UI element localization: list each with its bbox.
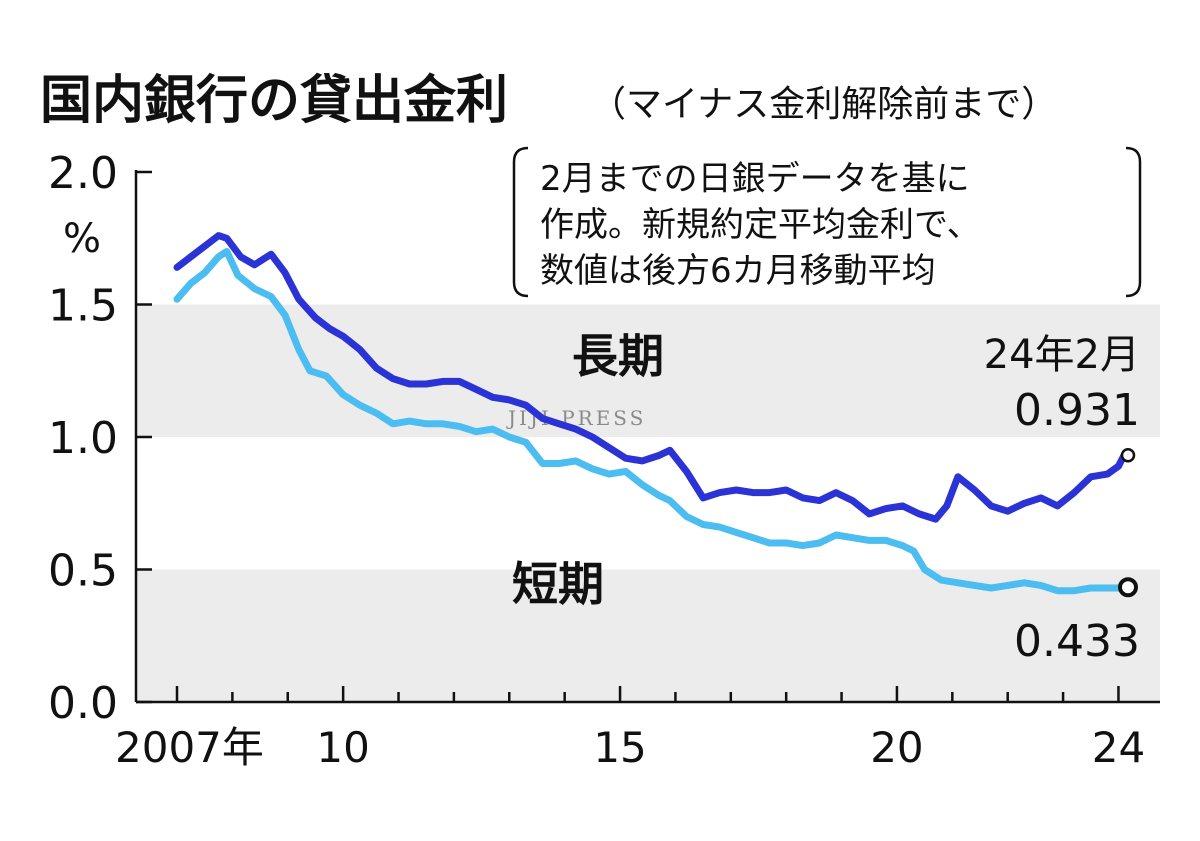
axes: [134, 170, 1160, 704]
x-tick-label-1: 10: [316, 723, 369, 772]
chart-subtitle: （マイナス金利解除前まで）: [590, 84, 1057, 125]
y-unit-label: %: [63, 216, 101, 262]
x-tick-labels: 2007年 10 15 20 24: [115, 723, 1145, 772]
series-lines: [173, 232, 1128, 595]
note-bracket-right: [1125, 146, 1142, 298]
y-tick-labels: 2.0 1.5 1.0 0.5 0.0: [48, 148, 118, 729]
x-tick-label-0: 2007年: [115, 723, 264, 772]
series-line-1: [173, 248, 1128, 595]
end-marker-1: [1118, 577, 1138, 598]
y-tick-label-4: 0.0: [48, 678, 118, 729]
grid-bands: [136, 304, 1160, 702]
end-marker-0: [1120, 448, 1136, 463]
y-tick-label-1: 1.5: [48, 281, 118, 332]
series-label-short-term: 短期: [512, 557, 604, 611]
y-tick-label-2: 1.0: [48, 413, 118, 464]
end-markers: [1118, 448, 1138, 598]
x-tick-label-2: 15: [593, 723, 646, 772]
x-tick-label-4: 24: [1092, 723, 1145, 772]
note-bracket-left: [512, 146, 529, 298]
note-line-3: 数値は後方6カ月移動平均: [540, 251, 936, 291]
series-label-long-term: 長期: [572, 329, 664, 383]
chart-title: 国内銀行の貸出金利: [40, 71, 508, 131]
y-tick-label-3: 0.5: [48, 546, 118, 597]
x-tick-label-3: 20: [870, 723, 923, 772]
note-line-2: 作成。新規約定平均金利で、: [540, 205, 981, 245]
note-line-1: 2月までの日銀データを基に: [540, 159, 970, 199]
series-line-0: [173, 232, 1128, 523]
grid-band-0: [136, 569, 1160, 702]
end-value-short-term: 0.433: [1014, 616, 1140, 667]
end-value-long-term: 0.931: [1014, 385, 1140, 436]
end-date-label: 24年2月: [984, 332, 1140, 378]
y-tick-label-0: 2.0: [48, 148, 118, 199]
note-box: 2月までの日銀データを基に 作成。新規約定平均金利で、 数値は後方6カ月移動平均: [512, 146, 1142, 298]
